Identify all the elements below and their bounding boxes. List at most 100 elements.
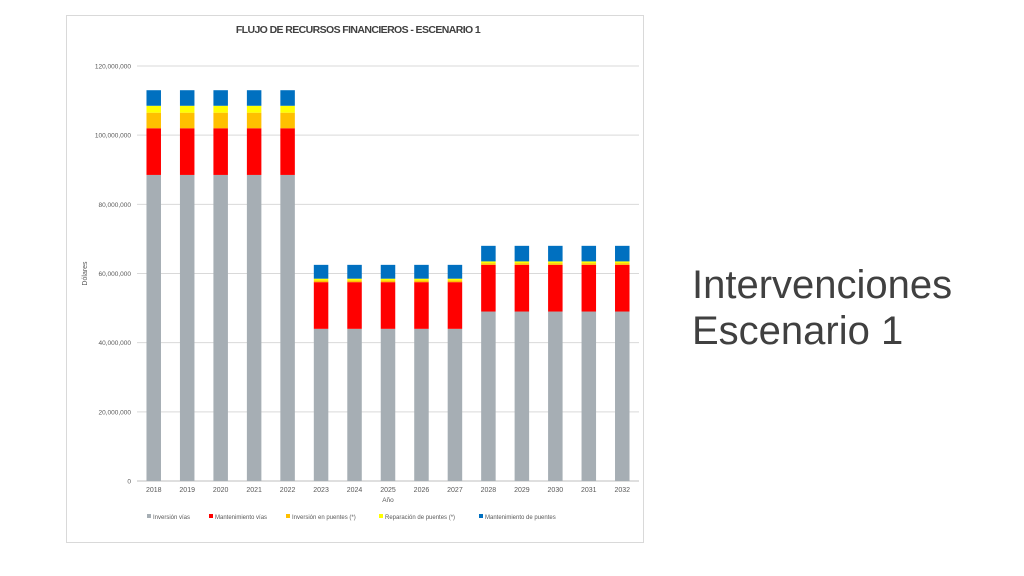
bar-segment xyxy=(179,112,195,129)
slide-title-line2: Escenario 1 xyxy=(692,309,904,353)
bar-segment xyxy=(347,282,362,329)
bar-segment xyxy=(447,264,463,279)
bar-segment xyxy=(615,311,630,481)
bar-segment xyxy=(548,311,563,481)
bar-segment xyxy=(548,264,563,312)
bar-segment xyxy=(581,245,597,262)
stacked-bar-chart: FLUJO DE RECURSOS FINANCIEROS - ESCENARI… xyxy=(82,24,639,521)
x-tick-label: 2029 xyxy=(514,487,530,494)
bar-segment xyxy=(447,278,463,281)
bar-segment xyxy=(213,128,228,175)
bar-segment xyxy=(514,263,530,265)
bar-segment xyxy=(447,280,463,283)
y-tick-label: 60,000,000 xyxy=(98,271,131,278)
legend-swatch xyxy=(209,514,213,518)
bar-segment xyxy=(447,282,463,329)
bar-segment xyxy=(313,280,329,283)
bar-segment xyxy=(447,328,463,481)
bar-segment xyxy=(146,112,161,129)
bar-segment xyxy=(414,282,429,329)
slide-title: Intervenciones Escenario 1 xyxy=(692,262,952,354)
bar-segment xyxy=(414,278,429,281)
bar-segment xyxy=(581,263,597,265)
x-tick-label: 2027 xyxy=(447,487,463,494)
x-tick-label: 2026 xyxy=(414,487,430,494)
bar-segment xyxy=(380,264,396,279)
bar-segment xyxy=(481,311,496,481)
bar-segment xyxy=(146,90,161,106)
y-tick-label: 40,000,000 xyxy=(98,340,131,347)
bar-segment xyxy=(514,311,530,481)
bar-segment xyxy=(246,112,262,129)
bar-segment xyxy=(146,174,161,481)
bar-segment xyxy=(280,174,295,481)
bar-segment xyxy=(347,328,362,481)
bar-segment xyxy=(347,264,362,279)
bar-segment xyxy=(615,264,630,312)
bar-segment xyxy=(380,328,396,481)
bar-segment xyxy=(179,105,195,113)
bar-segment xyxy=(347,278,362,281)
bar-segment xyxy=(380,282,396,329)
bar-segment xyxy=(581,261,597,264)
bar-segment xyxy=(179,174,195,481)
x-tick-label: 2024 xyxy=(347,487,363,494)
bar-segment xyxy=(414,264,429,279)
x-tick-label: 2020 xyxy=(213,487,229,494)
x-tick-label: 2019 xyxy=(179,487,195,494)
bar-segment xyxy=(213,105,228,113)
bar-segment xyxy=(213,90,228,106)
y-tick-label: 80,000,000 xyxy=(98,202,131,209)
bar-segment xyxy=(146,128,161,175)
bar-segment xyxy=(414,328,429,481)
x-tick-label: 2023 xyxy=(313,487,329,494)
bar-segment xyxy=(179,90,195,106)
bar-segment xyxy=(246,105,262,113)
bar-segment xyxy=(246,128,262,175)
chart-area: FLUJO DE RECURSOS FINANCIEROS - ESCENARI… xyxy=(66,15,644,543)
bar-segment xyxy=(380,278,396,281)
legend-label: Inversión vías xyxy=(153,515,190,521)
bar-segment xyxy=(280,105,295,113)
bar-segment xyxy=(246,174,262,481)
legend-label: Inversión en puentes (*) xyxy=(292,515,356,521)
bar-segment xyxy=(179,128,195,175)
bar-segment xyxy=(280,128,295,175)
bar-segment xyxy=(514,261,530,264)
x-tick-label: 2022 xyxy=(280,487,296,494)
legend-label: Mantenimiento vías xyxy=(215,515,267,521)
legend-label: Mantenimiento de puentes xyxy=(485,515,556,521)
bar-segment xyxy=(313,278,329,281)
legend-swatch xyxy=(479,514,483,518)
x-tick-label: 2031 xyxy=(581,487,597,494)
bar-segment xyxy=(481,263,496,265)
bar-segment xyxy=(581,264,597,312)
bar-segment xyxy=(313,328,329,481)
bar-segment xyxy=(548,263,563,265)
bar-segment xyxy=(615,245,630,262)
bar-segment xyxy=(548,261,563,264)
bar-segment xyxy=(280,90,295,106)
legend-swatch xyxy=(286,514,290,518)
legend-swatch xyxy=(147,514,151,518)
bar-segment xyxy=(246,90,262,106)
bar-segment xyxy=(615,261,630,264)
bar-segment xyxy=(481,245,496,262)
y-tick-label: 20,000,000 xyxy=(98,409,131,416)
x-tick-label: 2032 xyxy=(614,487,630,494)
bar-segment xyxy=(313,264,329,279)
bar-segment xyxy=(481,264,496,312)
bar-segment xyxy=(146,105,161,113)
slide-title-line1: Intervenciones xyxy=(692,263,953,307)
bar-segment xyxy=(213,112,228,129)
bar-segment xyxy=(615,263,630,265)
bar-segment xyxy=(514,264,530,312)
x-tick-label: 2018 xyxy=(146,487,162,494)
y-tick-label: 100,000,000 xyxy=(95,133,132,140)
legend-label: Reparación de puentes (*) xyxy=(385,515,455,521)
bar-segment xyxy=(514,245,530,262)
x-tick-label: 2021 xyxy=(246,487,262,494)
y-tick-label: 0 xyxy=(127,479,131,486)
y-tick-label: 120,000,000 xyxy=(95,64,132,71)
y-axis-label: Dólares xyxy=(82,261,89,286)
